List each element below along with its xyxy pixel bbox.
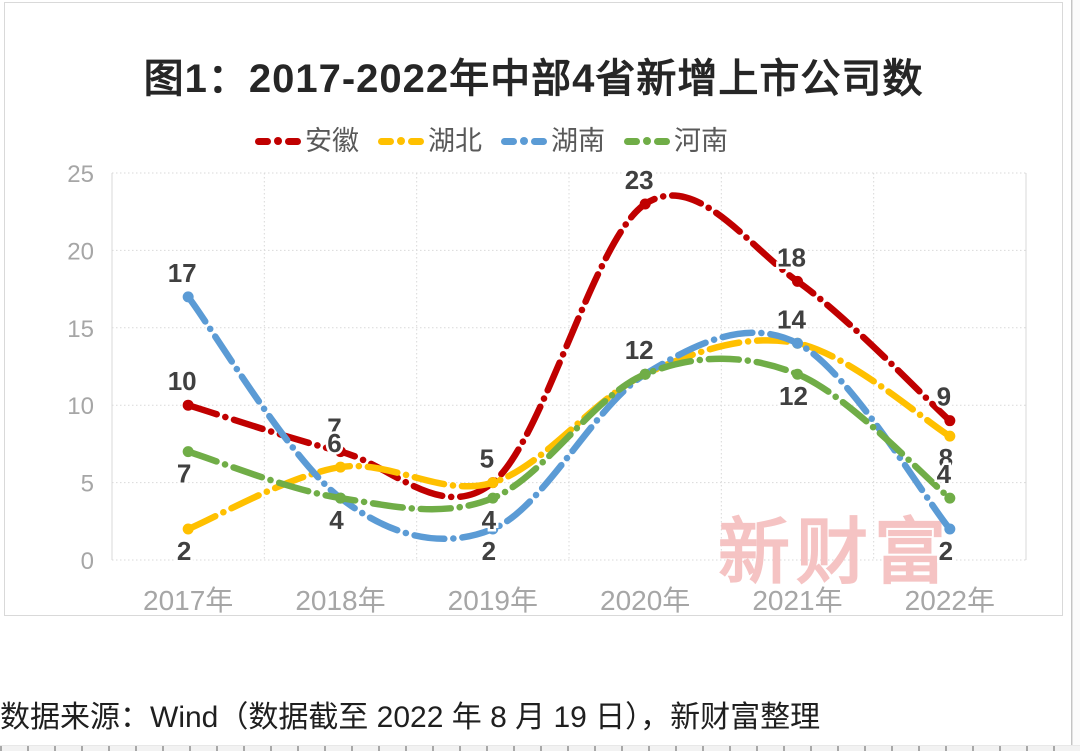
svg-text:9: 9 (937, 382, 951, 412)
svg-text:10: 10 (168, 366, 197, 396)
window-right-edge (1071, 0, 1080, 751)
svg-text:2021年: 2021年 (752, 585, 842, 616)
legend-item-hubei: 湖北 (378, 125, 482, 156)
source-note: 数据来源：Wind（数据截至 2022 年 8 月 19 日），新财富整理 (0, 701, 821, 734)
svg-text:2: 2 (482, 536, 496, 566)
svg-text:10: 10 (67, 393, 94, 420)
svg-text:8: 8 (939, 443, 953, 473)
chart-title: 图1：2017-2022年中部4省新增上市公司数 (143, 57, 924, 101)
svg-text:2017年: 2017年 (143, 585, 233, 616)
legend-label: 河南 (674, 125, 728, 156)
svg-text:12: 12 (779, 381, 808, 411)
svg-text:4: 4 (482, 505, 497, 535)
svg-text:6: 6 (327, 428, 341, 458)
svg-text:0: 0 (81, 548, 94, 575)
svg-text:4: 4 (937, 459, 952, 489)
series-湖南: 17 2 14 2 (165, 255, 955, 568)
svg-text:4: 4 (329, 505, 344, 535)
svg-text:23: 23 (625, 165, 654, 195)
dash-dot-line-icon (501, 137, 547, 145)
svg-text:2022年: 2022年 (905, 585, 995, 616)
svg-text:18: 18 (777, 242, 806, 272)
svg-text:17: 17 (168, 258, 197, 288)
svg-text:5: 5 (480, 444, 494, 474)
dash-dot-line-icon (255, 137, 301, 145)
svg-text:2020年: 2020年 (600, 585, 690, 616)
svg-text:25: 25 (67, 161, 94, 188)
dash-dot-line-icon (624, 137, 670, 145)
legend-label: 湖南 (551, 125, 605, 156)
svg-text:15: 15 (67, 316, 94, 343)
legend-item-hunan: 湖南 (501, 125, 605, 156)
svg-text:5: 5 (81, 471, 94, 498)
bottom-ruler-strip (0, 745, 1080, 751)
svg-text:2018年: 2018年 (295, 585, 385, 616)
svg-text:12: 12 (625, 335, 654, 365)
svg-text:2: 2 (939, 536, 953, 566)
svg-text:7: 7 (327, 413, 341, 443)
chart-legend: 安徽 湖北 湖南 河南 (4, 123, 1063, 159)
series-湖北: 2 6 5 8 (174, 337, 956, 569)
legend-label: 湖北 (428, 125, 482, 156)
svg-text:2: 2 (177, 536, 191, 566)
legend-item-anhui: 安徽 (255, 125, 359, 156)
chart-card (4, 2, 1063, 616)
svg-text:20: 20 (67, 238, 94, 265)
legend-label: 安徽 (305, 125, 359, 156)
svg-text:7: 7 (177, 459, 191, 489)
legend-item-henan: 河南 (624, 125, 728, 156)
svg-text:新财富: 新财富 (718, 509, 952, 594)
series-河南: 7 4 4 12 12 4 (174, 333, 956, 538)
svg-text:2019年: 2019年 (448, 585, 538, 616)
series-安徽: 10 7 23 18 9 (165, 162, 956, 501)
dash-dot-line-icon (378, 137, 424, 145)
svg-text:14: 14 (777, 304, 806, 334)
